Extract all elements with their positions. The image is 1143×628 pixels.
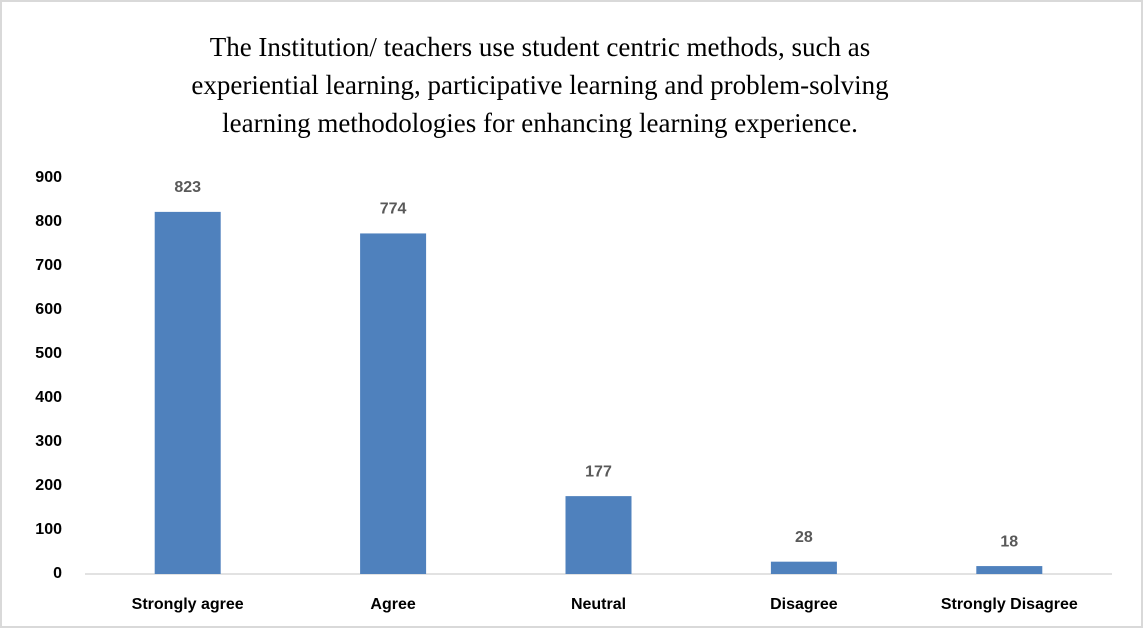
y-tick-label: 400	[35, 389, 62, 406]
value-label: 774	[380, 201, 407, 218]
bar	[360, 233, 427, 574]
value-label: 28	[795, 529, 813, 546]
x-tick-label: Strongly agree	[132, 596, 244, 613]
y-tick-label: 900	[35, 169, 62, 186]
x-tick-label: Disagree	[770, 596, 838, 613]
value-label: 18	[1000, 533, 1018, 550]
y-tick-label: 200	[35, 477, 62, 494]
bar	[565, 496, 632, 574]
y-tick-label: 100	[35, 521, 62, 538]
bar	[976, 566, 1043, 574]
x-tick-label: Agree	[370, 596, 415, 613]
value-label: 823	[174, 179, 201, 196]
y-tick-label: 0	[53, 565, 62, 582]
bar	[770, 561, 837, 574]
chart-title: The Institution/ teachers use student ce…	[210, 32, 871, 62]
x-tick-label: Strongly Disagree	[941, 596, 1078, 613]
value-label: 177	[585, 463, 612, 480]
y-tick-label: 800	[35, 213, 62, 230]
y-tick-label: 700	[35, 257, 62, 274]
x-tick-label: Neutral	[571, 596, 626, 613]
y-tick-label: 300	[35, 433, 62, 450]
chart-title: experiential learning, participative lea…	[191, 70, 888, 100]
y-tick-label: 600	[35, 301, 62, 318]
bar	[154, 211, 221, 574]
y-tick-label: 500	[35, 345, 62, 362]
chart-title: learning methodologies for enhancing lea…	[222, 108, 858, 138]
